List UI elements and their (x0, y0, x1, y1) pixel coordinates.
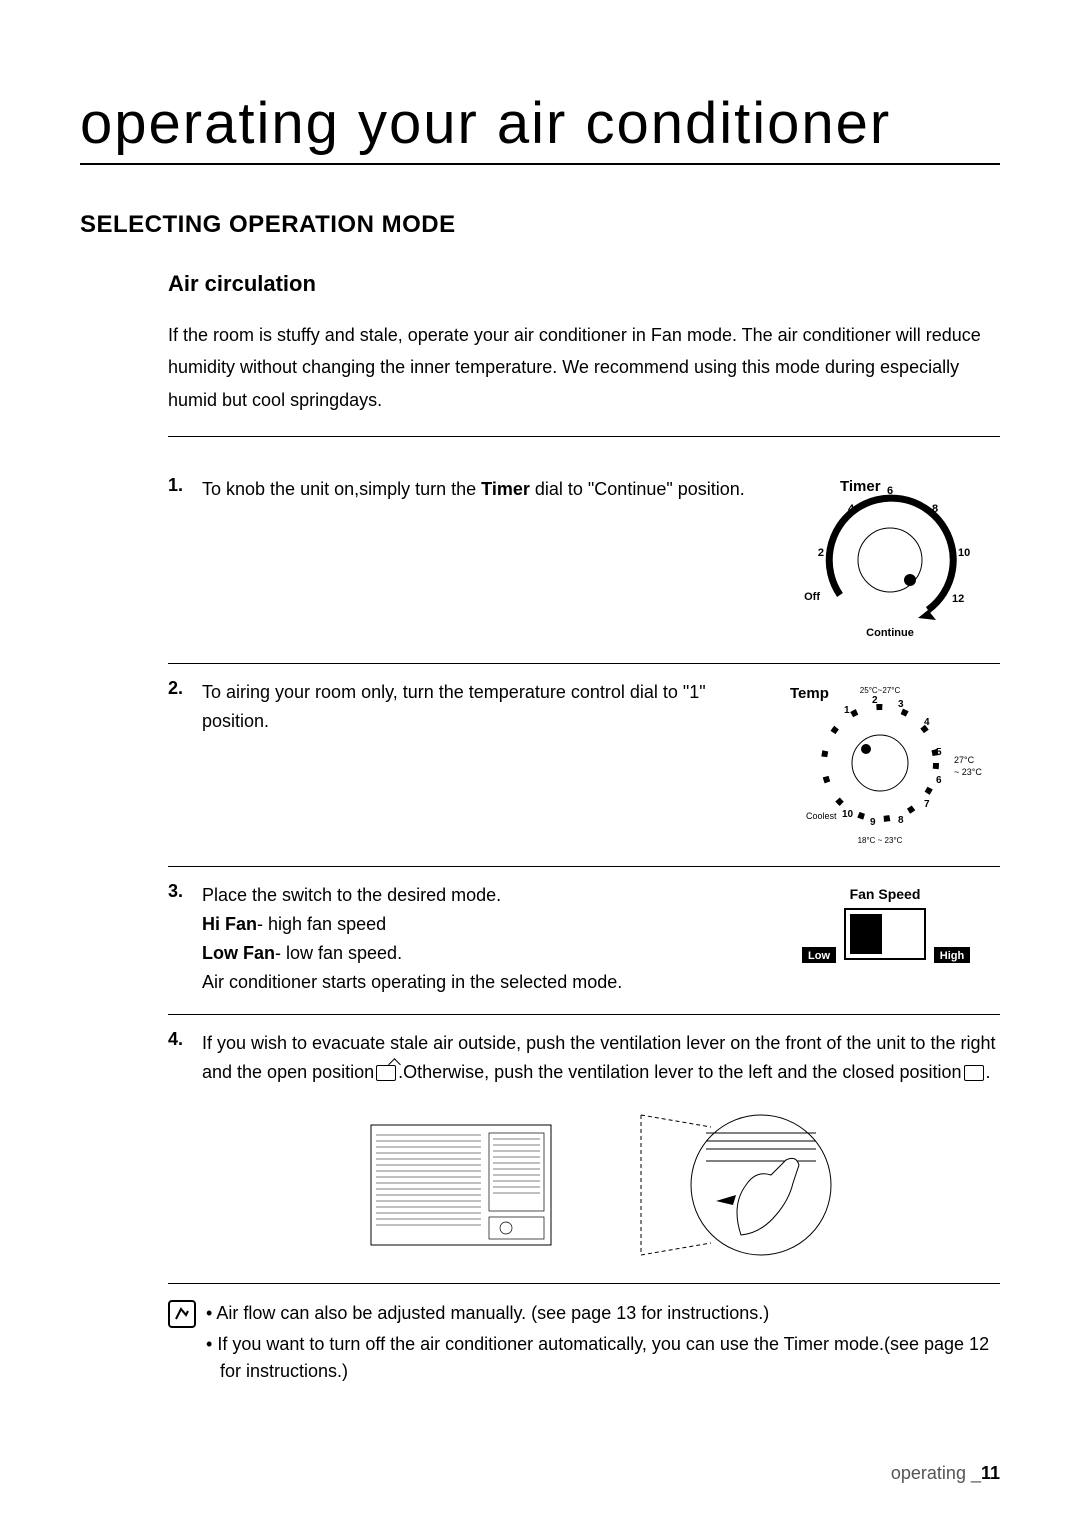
tick-2: 2 (872, 695, 878, 706)
tick-10: 10 (958, 547, 970, 559)
control-panel (489, 1133, 544, 1211)
step-text: To knob the unit on,simply turn the Time… (202, 475, 760, 645)
knob-indicator (861, 744, 871, 754)
fan-speed-figure: Fan Speed Low High (770, 881, 1000, 996)
step-4: 4. If you wish to evacuate stale air out… (168, 1015, 1000, 1284)
footer-page-number: 11 (981, 1463, 1000, 1483)
unit-front-illustration (361, 1105, 561, 1255)
lower-panel (489, 1217, 544, 1239)
sub-heading: Air circulation (168, 271, 1000, 297)
tick-3: 3 (898, 699, 904, 710)
tick-4: 4 (848, 503, 855, 515)
line: Air conditioner starts operating in the … (202, 968, 760, 997)
fan-speed-label: Fan Speed (850, 886, 921, 902)
high-text: High (940, 950, 965, 962)
tick-5: 5 (936, 747, 942, 758)
temp-knob (852, 735, 908, 791)
range-bottom: 18°C ~ 23°C (858, 836, 903, 845)
step-1: 1. To knob the unit on,simply turn the T… (168, 461, 1000, 664)
line: Low Fan- low fan speed. (202, 939, 760, 968)
tick-6: 6 (936, 775, 942, 786)
text: dial to "Continue" position. (530, 479, 745, 499)
tick-7: 7 (924, 799, 930, 810)
page-title: operating your air conditioner (80, 90, 1000, 165)
note-icon (168, 1300, 196, 1328)
vent-closed-icon (964, 1065, 984, 1081)
step-number: 2. (168, 678, 192, 848)
timer-label: Timer (840, 478, 881, 495)
step-text: If you wish to evacuate stale air outsid… (202, 1029, 1000, 1265)
temp-dial-figure: Temp 1 2 3 4 5 6 7 8 9 10 25°C~27°C 27 (770, 678, 1000, 848)
knob-indicator (904, 574, 916, 586)
text: To knob the unit on,simply turn the (202, 479, 481, 499)
step-2: 2. To airing your room only, turn the te… (168, 664, 1000, 867)
timer-dial-figure: Timer Off 2 4 6 8 10 12 Continue (770, 475, 1000, 645)
step-text: Place the switch to the desired mode. Hi… (202, 881, 760, 996)
page-footer: operating _11 (891, 1463, 1000, 1484)
tick-6: 6 (887, 485, 893, 497)
tick-2: 2 (818, 547, 824, 559)
tick-9: 9 (870, 817, 876, 828)
tick-8: 8 (898, 815, 904, 826)
vent-open-icon (376, 1065, 396, 1081)
range-top: 25°C~27°C (860, 686, 901, 695)
note-item: Air flow can also be adjusted manually. … (206, 1300, 1000, 1327)
tick-1: 1 (844, 705, 850, 716)
tick-8: 8 (932, 503, 938, 515)
line: Place the switch to the desired mode. (202, 881, 760, 910)
step-number: 4. (168, 1029, 192, 1050)
hi-fan-label: Hi Fan (202, 914, 257, 934)
bold-word: Timer (481, 479, 530, 499)
line: Hi Fan- high fan speed (202, 910, 760, 939)
step4-text-2: .Otherwise, push the ventilation lever t… (398, 1062, 961, 1082)
low-fan-desc: - low fan speed. (275, 943, 402, 963)
note-list: Air flow can also be adjusted manually. … (206, 1300, 1000, 1389)
footer-label: operating _ (891, 1463, 981, 1483)
range-right-1: 27°C (954, 755, 975, 765)
arrow-icon (918, 610, 936, 620)
step-3: 3. Place the switch to the desired mode.… (168, 867, 1000, 1015)
step4-text-3: . (986, 1062, 991, 1082)
vent-illustrations (202, 1105, 1000, 1265)
section-heading: SELECTING OPERATION MODE (80, 211, 1000, 239)
tick-12: 12 (952, 593, 964, 605)
low-fan-label: Low Fan (202, 943, 275, 963)
range-right-2: ~ 23°C (954, 767, 982, 777)
vent-lever-illustration (621, 1105, 841, 1265)
step-number: 1. (168, 475, 192, 645)
tick-off: Off (804, 591, 820, 603)
content-block: Air circulation If the room is stuffy an… (80, 271, 1000, 1389)
step-number: 3. (168, 881, 192, 996)
low-text: Low (808, 950, 830, 962)
tick-continue: Continue (866, 627, 914, 639)
coolest-label: Coolest (806, 811, 837, 821)
hi-fan-desc: - high fan speed (257, 914, 386, 934)
intro-paragraph: If the room is stuffy and stale, operate… (168, 319, 1000, 437)
step-text: To airing your room only, turn the tempe… (202, 678, 760, 848)
temp-label: Temp (790, 685, 829, 702)
notes-block: Air flow can also be adjusted manually. … (168, 1284, 1000, 1389)
tick-10: 10 (842, 809, 854, 820)
switch-rocker (850, 914, 882, 954)
tick-4: 4 (924, 717, 930, 728)
note-item: If you want to turn off the air conditio… (206, 1331, 1000, 1385)
